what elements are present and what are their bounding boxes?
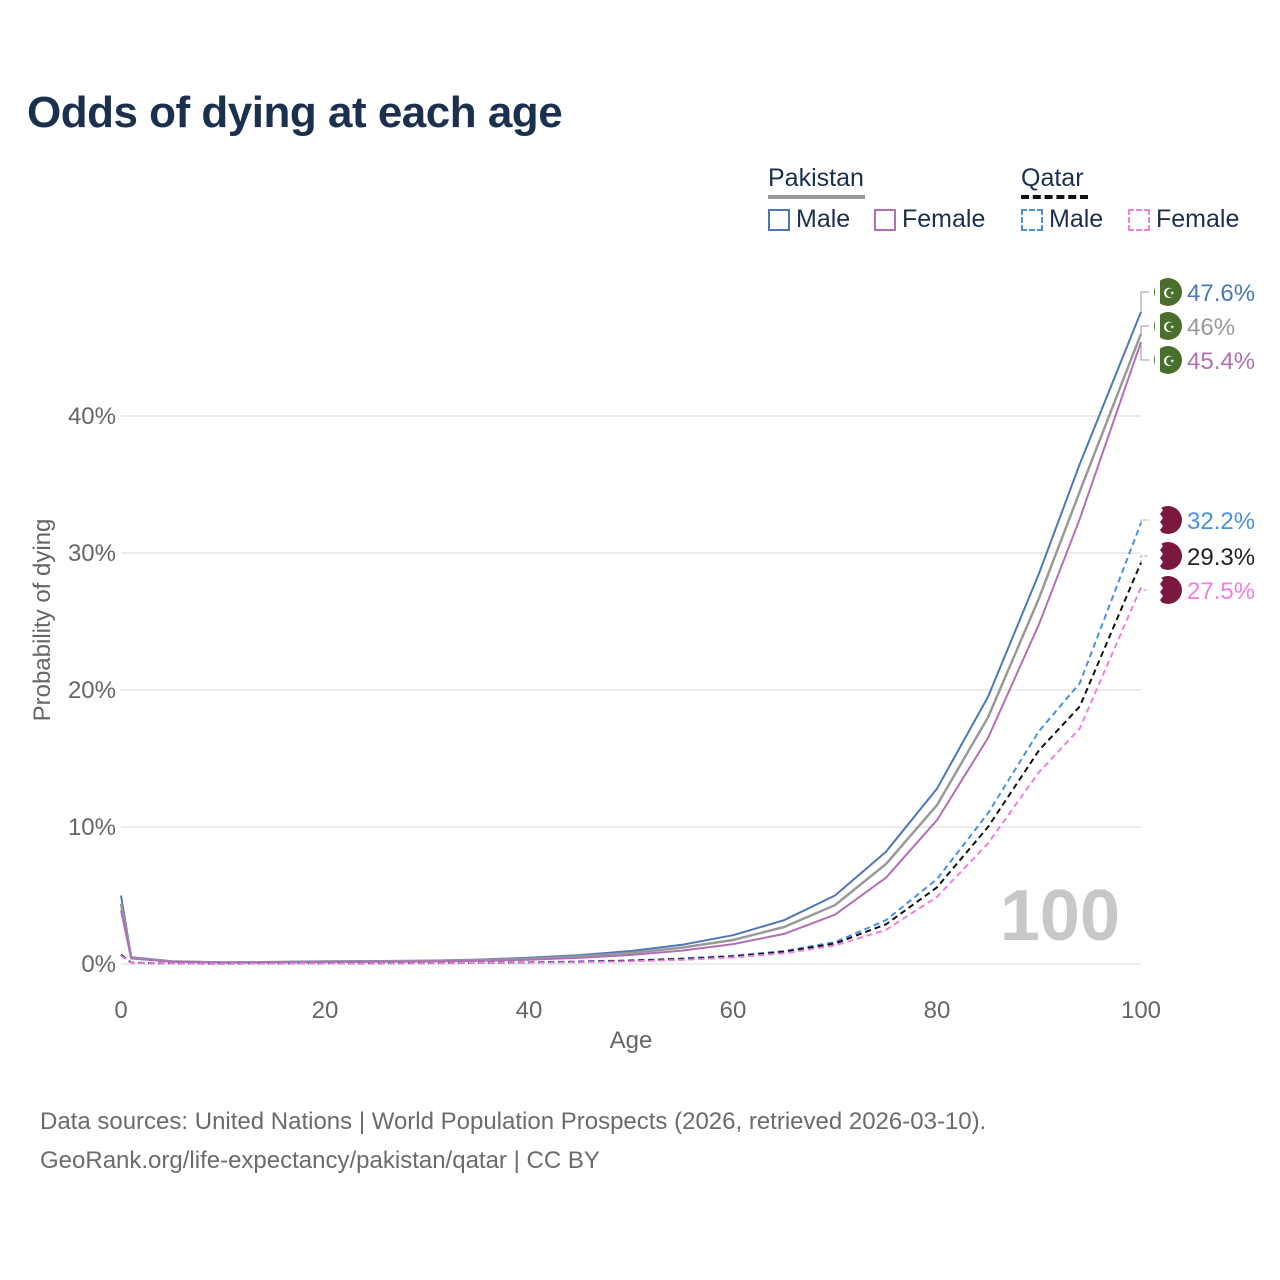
flag-stripe <box>1155 346 1160 374</box>
x-tick-label: 40 <box>516 997 543 1024</box>
legend-label-qatar-male: Male <box>1049 205 1104 233</box>
x-tick-label: 20 <box>312 997 339 1024</box>
chart-area: 100 0% 10% 20% 30% 40% 0 20 40 60 80 100 Age Prob… <box>29 278 1255 1054</box>
end-label-connector <box>1140 342 1149 361</box>
footer-link[interactable]: GeoRank.org/life-expectancy/pakistan/qat… <box>40 1147 600 1174</box>
flag-stripe <box>1155 312 1160 340</box>
flag-crescent-icon: ☪ <box>1163 285 1176 301</box>
legend-item-pakistan-female[interactable]: Female <box>874 205 985 234</box>
flag-serration <box>1154 576 1163 604</box>
flag-icon-pakistan <box>1154 312 1182 340</box>
legend-swatch-qatar-male <box>1021 208 1043 231</box>
legend-swatch-pakistan-male <box>768 208 790 231</box>
legend-item-qatar-female[interactable]: Female <box>1128 205 1239 234</box>
series-line-qatar-total[interactable] <box>120 562 1142 965</box>
legend-swatch-qatar-female <box>1128 208 1150 231</box>
x-tick-label: 80 <box>924 997 951 1024</box>
legend-group-pakistan-line <box>768 195 865 199</box>
end-label-pakistan-female: 45.4% <box>1187 348 1255 375</box>
legend-group-qatar-label: Qatar <box>1021 164 1084 192</box>
legend-label-qatar-female: Female <box>1156 205 1240 233</box>
end-label-pakistan-male: 47.6% <box>1187 280 1255 307</box>
flag-serration <box>1154 506 1163 534</box>
x-axis-ticks: 0 20 40 60 80 100 <box>114 997 1161 1024</box>
end-label-qatar-total: 29.3% <box>1187 544 1255 571</box>
flag-icon-pakistan <box>1154 346 1182 374</box>
end-label-connector <box>1140 519 1149 523</box>
end-label-pakistan-total: 46% <box>1187 314 1235 341</box>
end-label-qatar-male: 32.2% <box>1187 508 1255 535</box>
y-axis-label: Probability of dying <box>29 519 56 722</box>
end-label-connector <box>1140 291 1149 312</box>
x-axis-label: Age <box>610 1027 653 1054</box>
gridlines <box>121 415 1141 965</box>
y-axis-ticks: 0% 10% 20% 30% 40% <box>68 403 116 978</box>
legend-item-qatar-male[interactable]: Male <box>1021 205 1103 234</box>
end-label-connector <box>1140 587 1149 591</box>
legend-group-pakistan: Pakistan <box>768 164 865 199</box>
legend-item-pakistan-male[interactable]: Male <box>768 205 850 234</box>
watermark-age: 100 <box>1000 876 1120 956</box>
series-line-pakistan-female[interactable] <box>120 341 1142 964</box>
series-line-qatar-male[interactable] <box>120 522 1142 965</box>
end-label-connector <box>1140 325 1149 334</box>
series-lines <box>119 311 1143 965</box>
chart-title: Odds of dying at each age <box>27 88 563 137</box>
legend-label-pakistan-male: Male <box>796 205 851 233</box>
flag-stripe <box>1155 278 1160 306</box>
footer-sources: Data sources: United Nations | World Pop… <box>40 1108 987 1135</box>
end-label-qatar-female: 27.5% <box>1187 578 1255 605</box>
y-tick-label: 0% <box>81 951 116 978</box>
flag-crescent-icon: ☪ <box>1163 319 1176 335</box>
y-tick-label: 20% <box>68 677 116 704</box>
x-tick-label: 100 <box>1121 997 1161 1024</box>
y-tick-label: 40% <box>68 403 116 430</box>
legend-label-pakistan-female: Female <box>902 205 986 233</box>
legend-group-qatar: Qatar <box>1021 164 1088 199</box>
legend-group-pakistan-label: Pakistan <box>768 164 864 192</box>
x-tick-label: 0 <box>114 997 127 1024</box>
flag-serration <box>1154 542 1163 570</box>
legend-group-qatar-line <box>1021 195 1088 199</box>
flag-crescent-icon: ☪ <box>1163 353 1176 369</box>
x-tick-label: 60 <box>720 997 747 1024</box>
series-line-pakistan-male[interactable] <box>120 311 1142 964</box>
end-labels: ☪ 47.6% ☪ 46% ☪ 45.4% 32.2% 29.3% 27.5% <box>1140 278 1255 605</box>
y-tick-label: 30% <box>68 540 116 567</box>
legend-swatch-pakistan-female <box>874 208 896 231</box>
y-tick-label: 10% <box>68 814 116 841</box>
end-label-connector <box>1140 555 1149 563</box>
flag-icon-pakistan <box>1154 278 1182 306</box>
series-line-pakistan-total[interactable] <box>119 333 1143 964</box>
series-line-qatar-female[interactable] <box>120 586 1142 965</box>
